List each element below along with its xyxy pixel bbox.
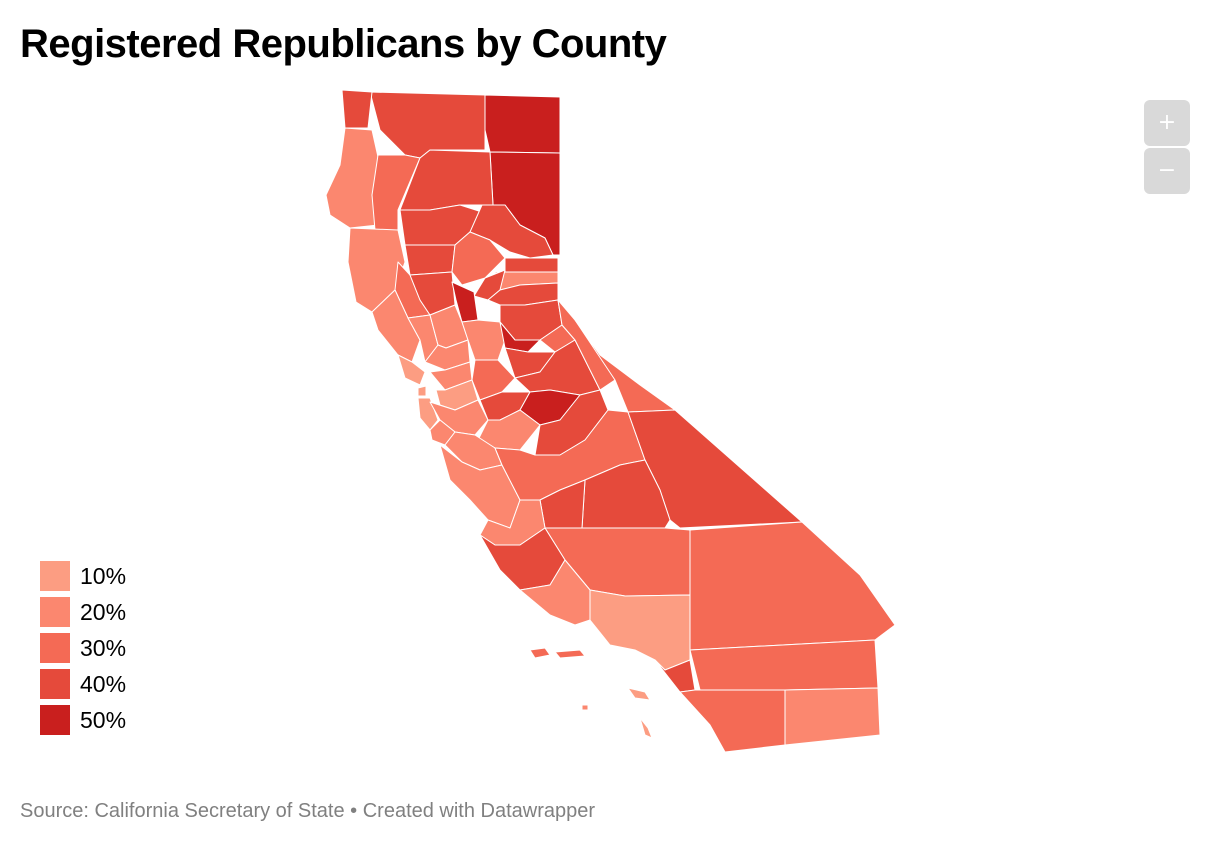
legend: 10% 20% 30% 40% 50% [40, 558, 126, 738]
county-siskiyou[interactable] [369, 91, 486, 159]
legend-item: 40% [40, 666, 126, 702]
legend-swatch [40, 561, 70, 591]
legend-item: 20% [40, 594, 126, 630]
legend-label: 30% [80, 634, 127, 661]
page-title: Registered Republicans by County [20, 22, 667, 66]
county-del-norte[interactable] [341, 89, 373, 129]
island-santa-cruz [554, 649, 586, 659]
county-san-bernardino[interactable] [689, 521, 896, 651]
legend-item: 10% [40, 558, 126, 594]
county-orange[interactable] [654, 659, 696, 693]
legend-swatch [40, 633, 70, 663]
county-contra-costa[interactable] [429, 361, 473, 391]
source-credit: Source: California Secretary of State • … [20, 800, 596, 822]
island-catalina [627, 687, 651, 701]
california-county-map[interactable] [300, 85, 920, 765]
legend-item: 30% [40, 630, 126, 666]
county-marin[interactable] [397, 354, 426, 386]
county-san-francisco[interactable] [417, 385, 427, 397]
zoom-out-button[interactable]: − [1144, 148, 1190, 194]
island-santa-rosa [529, 647, 551, 659]
legend-label: 50% [80, 706, 127, 733]
zoom-in-button[interactable]: + [1144, 100, 1190, 146]
county-modoc[interactable] [484, 94, 561, 154]
legend-swatch [40, 705, 70, 735]
legend-swatch [40, 597, 70, 627]
legend-label: 10% [80, 562, 127, 589]
county-sacramento[interactable] [461, 319, 506, 361]
county-glenn[interactable] [404, 244, 456, 276]
legend-label: 40% [80, 670, 127, 697]
county-butte[interactable] [451, 231, 506, 286]
island-santa-barbara [581, 704, 589, 711]
legend-swatch [40, 669, 70, 699]
county-imperial[interactable] [784, 687, 881, 746]
county-los-angeles[interactable] [589, 589, 691, 671]
county-sierra[interactable] [504, 257, 559, 273]
island-san-clemente [639, 717, 653, 739]
legend-label: 20% [80, 598, 127, 625]
county-amador[interactable] [499, 321, 541, 353]
zoom-controls: + − [1144, 100, 1190, 196]
county-sonoma[interactable] [371, 289, 421, 363]
county-san-diego[interactable] [679, 689, 786, 753]
county-san-mateo[interactable] [417, 397, 439, 431]
legend-item: 50% [40, 702, 126, 738]
county-trinity[interactable] [371, 154, 421, 231]
